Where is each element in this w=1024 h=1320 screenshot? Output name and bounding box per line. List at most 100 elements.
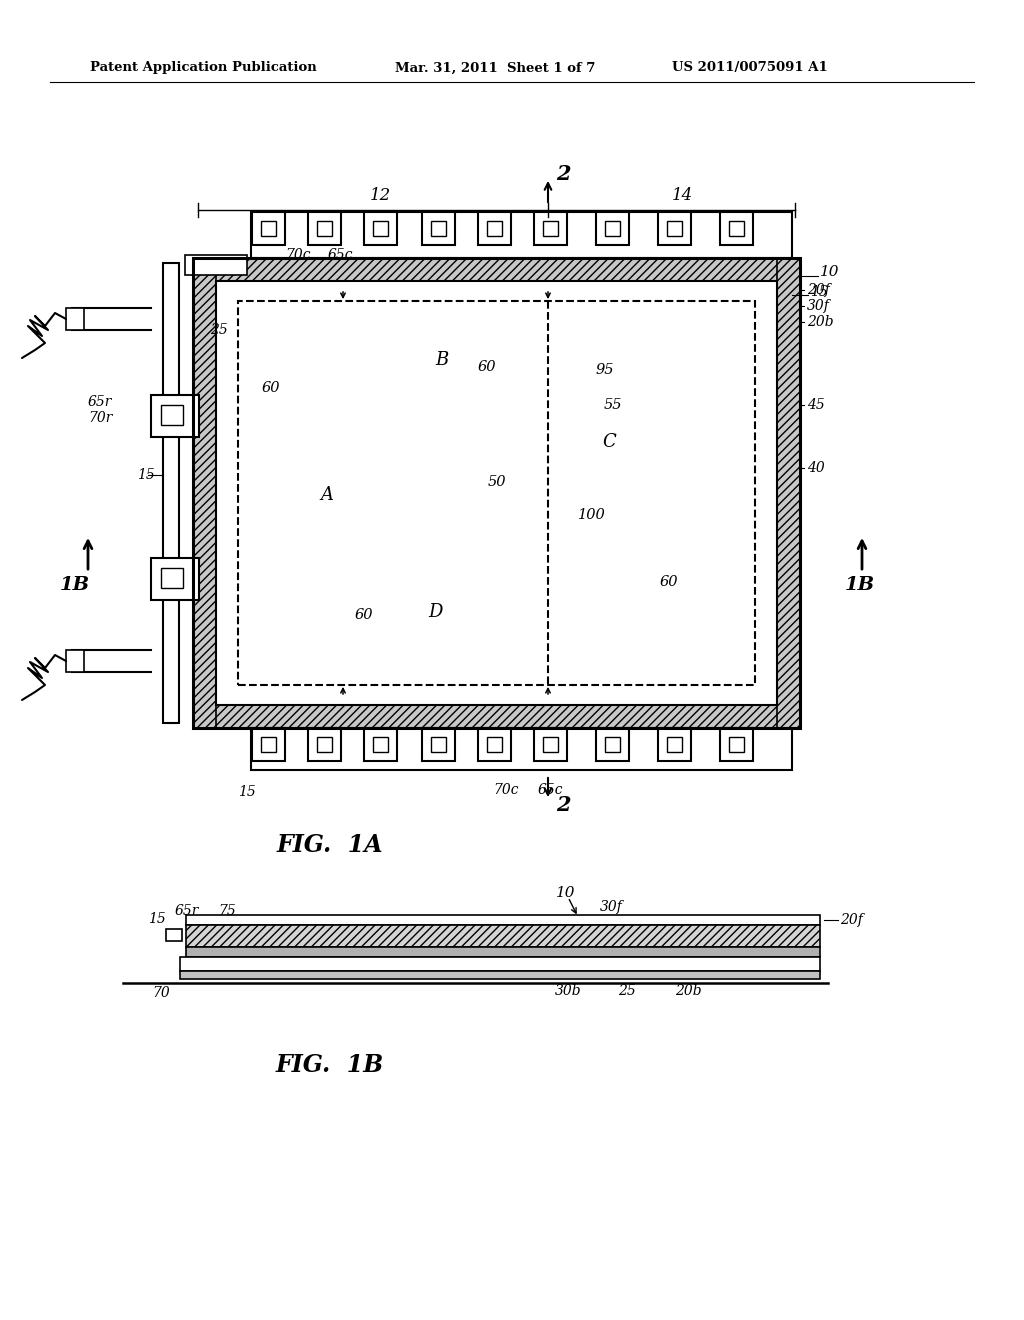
Bar: [477, 213, 511, 246]
Bar: [657, 213, 690, 246]
Text: 15: 15: [810, 285, 827, 300]
Bar: [667, 220, 682, 236]
Text: 15: 15: [137, 469, 155, 482]
Bar: [193, 705, 800, 729]
Text: 60: 60: [355, 609, 374, 622]
Text: FIG.  1A: FIG. 1A: [276, 833, 383, 857]
Text: 1B: 1B: [845, 576, 876, 594]
Text: 25: 25: [618, 983, 636, 998]
Text: 1B: 1B: [60, 576, 90, 594]
Bar: [193, 257, 800, 281]
Text: 65c: 65c: [328, 248, 353, 261]
Bar: [477, 729, 511, 762]
Bar: [260, 220, 275, 236]
Bar: [66, 649, 84, 672]
Text: 25: 25: [210, 323, 227, 337]
Bar: [364, 729, 396, 762]
Bar: [238, 301, 755, 685]
Text: 20f: 20f: [840, 913, 863, 927]
Text: 70c: 70c: [493, 783, 518, 797]
Text: 20f: 20f: [807, 282, 829, 297]
Text: 20b: 20b: [675, 983, 701, 998]
Bar: [307, 729, 341, 762]
Bar: [364, 213, 396, 246]
Text: 65c: 65c: [538, 783, 563, 797]
Text: 15: 15: [238, 785, 256, 799]
Text: 55: 55: [604, 399, 623, 412]
Bar: [193, 257, 800, 729]
Bar: [216, 281, 777, 705]
Bar: [422, 729, 455, 762]
Bar: [307, 213, 341, 246]
Bar: [186, 946, 820, 957]
Text: 65r: 65r: [175, 904, 200, 917]
Bar: [251, 729, 792, 770]
Bar: [604, 737, 620, 752]
Bar: [316, 737, 332, 752]
Text: C: C: [602, 433, 615, 451]
Text: US 2011/0075091 A1: US 2011/0075091 A1: [672, 62, 827, 74]
Text: 2: 2: [556, 795, 570, 814]
Bar: [422, 213, 455, 246]
Bar: [251, 213, 792, 257]
Bar: [604, 220, 620, 236]
Text: 14: 14: [672, 187, 693, 205]
Text: 70: 70: [152, 986, 170, 1001]
Text: B: B: [435, 351, 449, 370]
Text: 12: 12: [370, 187, 391, 205]
Text: 15: 15: [148, 912, 166, 927]
Text: 2: 2: [556, 164, 570, 183]
Bar: [180, 957, 820, 972]
Bar: [486, 220, 502, 236]
Bar: [543, 737, 557, 752]
Text: 95: 95: [596, 363, 614, 378]
Bar: [163, 263, 179, 723]
Text: 75: 75: [218, 904, 236, 917]
Bar: [373, 220, 387, 236]
Text: 40: 40: [807, 461, 824, 475]
Text: A: A: [319, 486, 333, 504]
Text: D: D: [428, 603, 442, 620]
Bar: [667, 737, 682, 752]
Bar: [596, 729, 629, 762]
Bar: [161, 568, 183, 587]
Text: 10: 10: [556, 886, 575, 900]
Text: 30b: 30b: [555, 983, 582, 998]
Bar: [728, 737, 743, 752]
Bar: [430, 737, 445, 752]
Text: Patent Application Publication: Patent Application Publication: [90, 62, 316, 74]
Text: 60: 60: [478, 360, 497, 374]
Text: 60: 60: [262, 381, 281, 395]
Bar: [777, 257, 800, 729]
Bar: [252, 729, 285, 762]
Text: Mar. 31, 2011  Sheet 1 of 7: Mar. 31, 2011 Sheet 1 of 7: [395, 62, 595, 74]
Bar: [151, 395, 199, 437]
Bar: [193, 257, 216, 729]
Text: 60: 60: [660, 576, 679, 589]
Bar: [260, 737, 275, 752]
Text: 50: 50: [488, 475, 507, 488]
Text: 45: 45: [807, 399, 824, 412]
Bar: [186, 915, 820, 925]
Bar: [657, 729, 690, 762]
Bar: [720, 729, 753, 762]
Bar: [486, 737, 502, 752]
Bar: [720, 213, 753, 246]
Bar: [66, 308, 84, 330]
Bar: [534, 213, 566, 246]
Text: 30f: 30f: [600, 900, 623, 913]
Text: FIG.  1B: FIG. 1B: [275, 1053, 384, 1077]
Bar: [186, 925, 820, 946]
Text: 65r: 65r: [88, 395, 113, 409]
Text: 100: 100: [578, 508, 606, 521]
Bar: [596, 213, 629, 246]
Bar: [252, 213, 285, 246]
Text: 70c: 70c: [285, 248, 310, 261]
Bar: [543, 220, 557, 236]
Bar: [185, 255, 247, 275]
Bar: [151, 558, 199, 601]
Text: 10: 10: [820, 265, 840, 279]
Bar: [166, 929, 182, 941]
Bar: [180, 972, 820, 979]
Text: 20b: 20b: [807, 315, 834, 329]
